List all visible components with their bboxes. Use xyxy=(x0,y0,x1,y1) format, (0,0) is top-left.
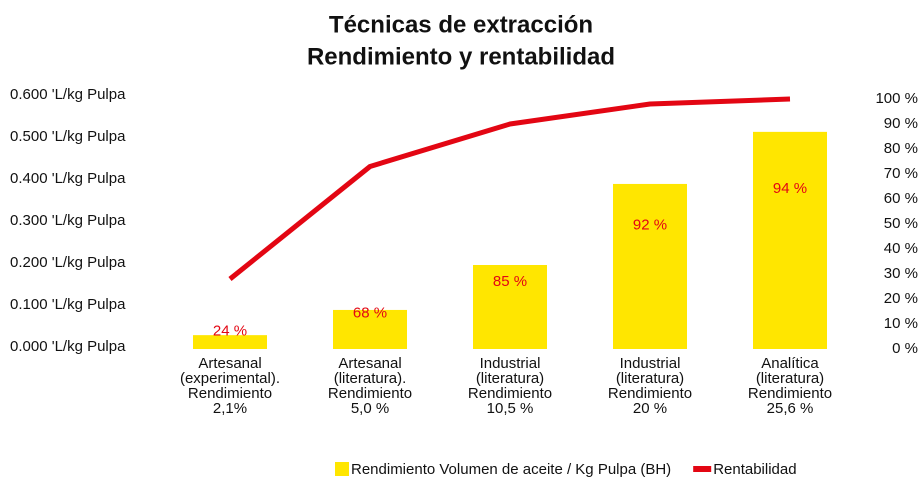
bar xyxy=(613,183,687,349)
legend-label: Rentabilidad xyxy=(713,461,796,478)
bar xyxy=(333,309,407,349)
y2-tick-label: 0 % xyxy=(892,340,918,357)
legend-swatch xyxy=(693,466,712,472)
x-tick-label: Rendimiento xyxy=(608,385,692,402)
bar-annotation: 24 % xyxy=(213,322,247,339)
y-tick-label: 0.100 'L/kg Pulpa xyxy=(10,296,126,313)
legend-label: Rendimiento Volumen de aceite / Kg Pulpa… xyxy=(351,461,671,478)
bar-annotation: 85 % xyxy=(493,273,527,290)
y-tick-label: 0.300 'L/kg Pulpa xyxy=(10,212,126,229)
x-tick-label: 20 % xyxy=(633,400,667,417)
line-series xyxy=(228,96,791,281)
x-tick-label: Analítica xyxy=(761,355,819,372)
x-tick-label: 10,5 % xyxy=(487,400,534,417)
y2-tick-label: 20 % xyxy=(884,290,918,307)
x-tick-label: Rendimiento xyxy=(328,385,412,402)
y2-tick-label: 100 % xyxy=(875,90,918,107)
bar-annotation: 68 % xyxy=(353,305,387,322)
y2-tick-label: 80 % xyxy=(884,140,918,157)
x-tick-label: 2,1% xyxy=(213,400,247,417)
x-tick-label: Artesanal xyxy=(338,355,401,372)
y-tick-label: 0.500 'L/kg Pulpa xyxy=(10,128,126,145)
x-tick-label: Industrial xyxy=(480,355,541,372)
x-tick-label: Artesanal xyxy=(198,355,261,372)
y2-tick-label: 70 % xyxy=(884,165,918,182)
x-tick-label: Rendimiento xyxy=(748,385,832,402)
y-tick-label: 0.200 'L/kg Pulpa xyxy=(10,254,126,271)
y-tick-label: 0.400 'L/kg Pulpa xyxy=(10,170,126,187)
x-tick-label: 5,0 % xyxy=(351,400,389,417)
bar-annotation: 92 % xyxy=(633,216,667,233)
y2-tick-label: 50 % xyxy=(884,215,918,232)
x-tick-label: (literatura) xyxy=(476,370,544,387)
x-tick-label: Rendimiento xyxy=(188,385,272,402)
y-tick-label: 0.000 'L/kg Pulpa xyxy=(10,338,126,355)
legend-swatch xyxy=(335,462,349,476)
chart-title: Técnicas de extracción xyxy=(329,11,593,38)
x-tick-label: (literatura) xyxy=(616,370,684,387)
bar xyxy=(193,335,267,349)
y2-tick-label: 90 % xyxy=(884,115,918,132)
y2-tick-label: 40 % xyxy=(884,240,918,257)
y-tick-label: 0.600 'L/kg Pulpa xyxy=(10,86,126,103)
x-tick-label: Rendimiento xyxy=(468,385,552,402)
y2-tick-label: 30 % xyxy=(884,265,918,282)
x-tick-label: (literatura) xyxy=(756,370,824,387)
bar-annotation: 94 % xyxy=(773,180,807,197)
y2-tick-label: 60 % xyxy=(884,190,918,207)
y2-tick-label: 10 % xyxy=(884,315,918,332)
bar xyxy=(473,265,547,349)
bar xyxy=(753,131,827,349)
x-tick-label: (experimental). xyxy=(180,370,280,387)
chart-subtitle: Rendimiento y rentabilidad xyxy=(307,43,615,70)
x-tick-label: Industrial xyxy=(620,355,681,372)
x-tick-label: 25,6 % xyxy=(767,400,814,417)
x-tick-label: (literatura). xyxy=(334,370,407,387)
